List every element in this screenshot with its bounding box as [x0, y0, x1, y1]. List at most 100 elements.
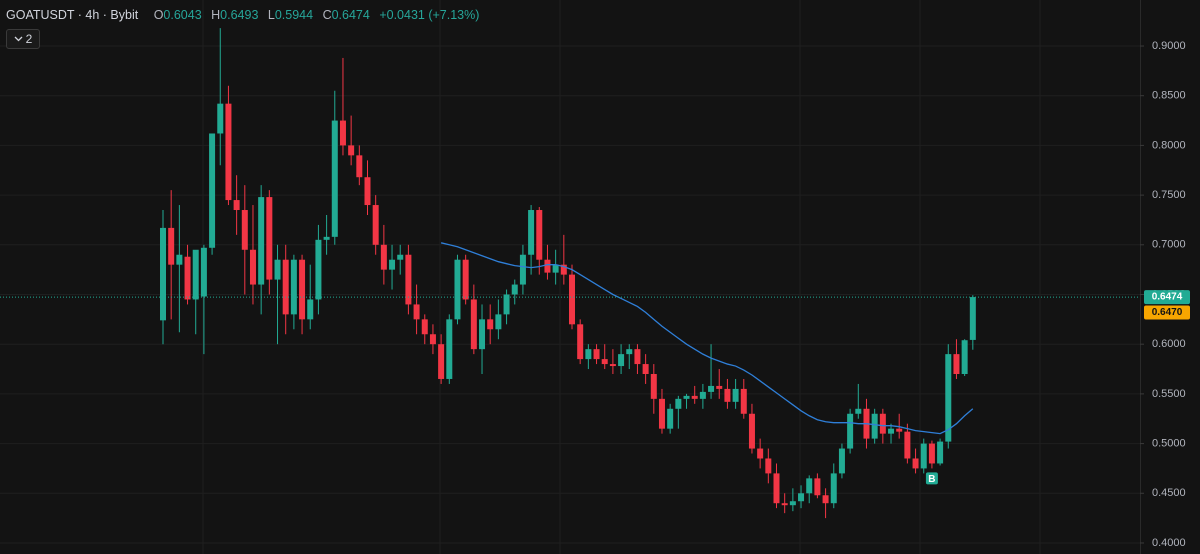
price-tag-label: 0.6474 [1152, 292, 1183, 303]
candle-body [699, 391, 706, 399]
candle-body [249, 249, 256, 285]
candle-body [765, 458, 772, 474]
candle-body [519, 254, 526, 285]
candle-body [544, 259, 551, 273]
ohlc-key: C [322, 8, 332, 22]
candle-body [380, 244, 387, 270]
candle-body [724, 388, 731, 402]
candle-body [168, 227, 175, 265]
trade-marker-label: B [928, 474, 935, 485]
candle-body [814, 478, 821, 496]
candle-body [438, 344, 445, 379]
candle-body [569, 274, 575, 325]
ohlc-key: L [267, 8, 275, 22]
candle-body [642, 364, 649, 375]
indicator-count: 2 [25, 32, 33, 46]
candle-body [364, 177, 371, 206]
candle-body [470, 299, 477, 350]
candle-body [331, 120, 338, 237]
candle-body [184, 256, 191, 300]
candle-body [315, 239, 322, 300]
candle-body [732, 388, 739, 402]
candle-body [871, 413, 878, 439]
ma-line [440, 242, 974, 435]
candle-body [266, 197, 273, 280]
candle-body [945, 354, 952, 442]
candle-body [798, 493, 805, 502]
candle-body [356, 155, 363, 178]
candle-body [847, 413, 854, 449]
candle-body [577, 324, 584, 360]
candle-body [528, 210, 535, 255]
indicator-toggle[interactable]: 2 [6, 29, 40, 49]
candle-body [348, 145, 355, 156]
candle-body [961, 340, 968, 375]
candle-body [806, 478, 813, 494]
price-tag [1144, 305, 1190, 320]
candle-body [781, 503, 788, 506]
candle-body [658, 398, 665, 429]
time-grid [202, 0, 1041, 554]
price-tag [1144, 290, 1190, 305]
candle-body [372, 205, 379, 245]
y-tick-label: 0.5500 [1152, 388, 1186, 400]
candle-body [667, 408, 674, 429]
candle-body [969, 297, 976, 340]
candle-body [274, 259, 281, 280]
y-tick-label: 0.4000 [1152, 537, 1186, 549]
candle-body [389, 259, 396, 270]
candle-body [552, 264, 559, 273]
candle-body [888, 428, 895, 434]
candle-body [429, 334, 436, 345]
candle-body [282, 259, 289, 315]
candle-body [217, 103, 224, 134]
candle-body [454, 259, 461, 320]
candle-body [160, 227, 166, 321]
y-tick-label: 0.6000 [1152, 338, 1186, 350]
candle-body [413, 304, 420, 320]
y-tick-label: 0.7500 [1152, 189, 1186, 201]
symbol-title: GOATUSDT · 4h · Bybit [6, 8, 139, 22]
candle-body [258, 197, 265, 285]
candle-body [904, 431, 911, 459]
candle-body [609, 364, 616, 367]
candle-body [503, 294, 510, 315]
candle-body [838, 448, 845, 474]
candle-body [405, 254, 412, 305]
candle-body [397, 254, 404, 260]
y-tick-label: 0.8000 [1152, 139, 1186, 151]
candle-body [176, 254, 183, 265]
candle-body [830, 473, 837, 504]
ohlc-values: O0.6043 H0.6493 L0.5944 C0.6474 +0.0431 … [154, 8, 486, 22]
ohlc-value: 0.6474 [331, 8, 370, 22]
candle-body [708, 385, 715, 392]
ohlc-value: 0.6043 [163, 8, 202, 22]
candle-body [601, 359, 608, 365]
candle-body [855, 408, 862, 414]
candle-body [937, 441, 944, 464]
candle-body [683, 395, 690, 399]
candle-body [773, 473, 780, 504]
candle-body [421, 319, 428, 335]
y-tick-label: 0.5000 [1152, 437, 1186, 449]
candle-body [290, 259, 297, 315]
candle-body [307, 299, 314, 320]
candle-body [953, 354, 960, 375]
candle-body [511, 284, 518, 295]
candle-body [233, 200, 240, 211]
candle-body [675, 398, 682, 409]
candle-body [495, 314, 502, 330]
candle-body [626, 349, 633, 355]
candle-body [928, 443, 935, 464]
ohlc-key: O [153, 8, 164, 22]
candle-body [462, 259, 469, 300]
candle-body [896, 428, 903, 432]
candle-body [192, 249, 199, 300]
candle-body [920, 443, 927, 469]
trade-marker [925, 472, 938, 485]
ohlc-key: H [211, 8, 221, 22]
candle-body [618, 354, 625, 367]
